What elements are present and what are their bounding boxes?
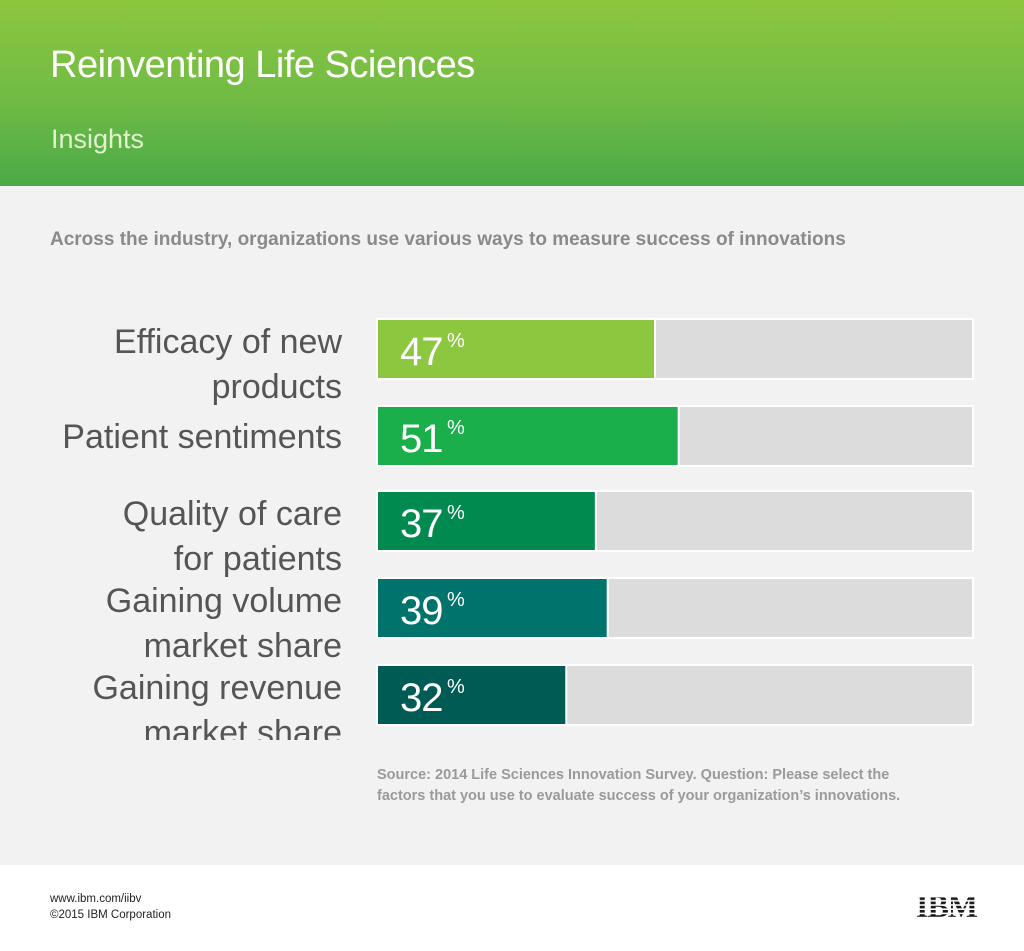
bar-value-label: 47 bbox=[400, 330, 443, 374]
bar-value-label: 37 bbox=[400, 502, 443, 546]
header-banner: Reinventing Life Sciences Insights bbox=[0, 0, 1024, 186]
bar-value-label: 51 bbox=[400, 417, 443, 461]
source-note: Source: 2014 Life Sciences Innovation Su… bbox=[377, 767, 901, 804]
page-subtitle: Insights bbox=[51, 124, 145, 154]
bar-row: 51 % Patient sentiments bbox=[62, 405, 974, 467]
chart-title: Across the industry, organizations use v… bbox=[50, 229, 846, 250]
footer-url-link[interactable]: www.ibm.com/iibv bbox=[50, 893, 142, 905]
category-label: Efficacy of new bbox=[114, 323, 342, 361]
bar bbox=[376, 490, 597, 552]
bar-row: 47 % Efficacy of new products bbox=[114, 318, 974, 406]
footer-copyright: ©2015 IBM Corporation bbox=[50, 909, 171, 921]
bar-value-label: 32 bbox=[400, 676, 443, 720]
bar-value-unit: % bbox=[447, 417, 465, 439]
ibm-logo: IBM bbox=[916, 889, 979, 923]
bar bbox=[376, 318, 656, 380]
category-label: market share bbox=[144, 714, 342, 740]
bar-row: 32 % Gaining revenue market share bbox=[92, 664, 974, 740]
footer: www.ibm.com/iibv ©2015 IBM Corporation I… bbox=[0, 865, 1024, 951]
bar bbox=[376, 577, 609, 639]
category-label: Gaining revenue bbox=[92, 669, 342, 707]
bar-value-unit: % bbox=[447, 502, 465, 524]
page-title: Reinventing Life Sciences bbox=[50, 44, 475, 86]
bar-row: 39 % Gaining volume market share bbox=[106, 577, 974, 665]
bar-value-unit: % bbox=[447, 589, 465, 611]
category-label: products bbox=[212, 368, 342, 406]
bar-row: 37 % Quality of care for patients bbox=[123, 490, 974, 578]
bar bbox=[376, 664, 568, 726]
category-label: Patient sentiments bbox=[62, 418, 342, 456]
category-label: Quality of care bbox=[123, 495, 342, 533]
bar-value-label: 39 bbox=[400, 589, 443, 633]
bar-value-unit: % bbox=[447, 330, 465, 352]
bar-chart: 47 % Efficacy of new products 51 % Patient sen… bbox=[62, 318, 974, 740]
category-label: for patients bbox=[174, 540, 342, 578]
category-label: Gaining volume bbox=[106, 582, 342, 620]
bar bbox=[376, 405, 680, 467]
ibm-logo-text: IBM bbox=[916, 889, 978, 923]
bar-value-unit: % bbox=[447, 676, 465, 698]
category-label: market share bbox=[144, 627, 342, 665]
